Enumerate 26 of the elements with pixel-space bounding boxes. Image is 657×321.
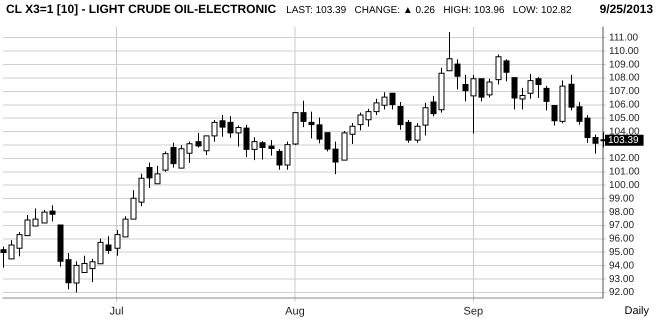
x-tick-label: Aug <box>285 305 305 318</box>
y-tick-label: 105.00 <box>609 112 640 124</box>
y-tick-label: 96.00 <box>609 234 634 245</box>
y-tick-label: 106.00 <box>609 100 640 111</box>
y-tick-label: 98.00 <box>609 206 634 218</box>
x-tick-label: Jul <box>109 305 124 318</box>
y-tick-label: 97.00 <box>609 220 634 232</box>
y-tick-label: 107.00 <box>609 86 640 98</box>
y-tick-label: 94.00 <box>609 260 634 272</box>
y-tick-label: 99.00 <box>609 193 634 204</box>
y-tick-label: 109.00 <box>609 59 640 70</box>
y-tick-label: 102.00 <box>609 153 640 164</box>
chart-title: CL X3=1 [10] - LIGHT CRUDE OIL-ELECTRONIC <box>6 2 276 16</box>
y-tick-label: 101.00 <box>609 166 640 178</box>
y-tick-label: 100.00 <box>609 180 640 191</box>
y-tick-label: 93.00 <box>609 274 634 285</box>
y-tick-label: 111.00 <box>609 32 639 44</box>
text: Daily <box>624 305 649 317</box>
text: 9/25/2013 <box>598 2 653 16</box>
y-tick-label: 92.00 <box>609 287 634 298</box>
y-tick-label: 108.00 <box>609 72 640 84</box>
text: 103.39 <box>608 134 640 146</box>
y-tick-label: 110.00 <box>609 46 640 57</box>
chart-subtitle: LAST: 103.39 CHANGE: ▲ 0.26 HIGH: 103.96 LOW: 102.82 <box>286 5 572 16</box>
y-tick-label: 95.00 <box>609 246 634 258</box>
x-tick-label: Sep <box>463 305 484 318</box>
